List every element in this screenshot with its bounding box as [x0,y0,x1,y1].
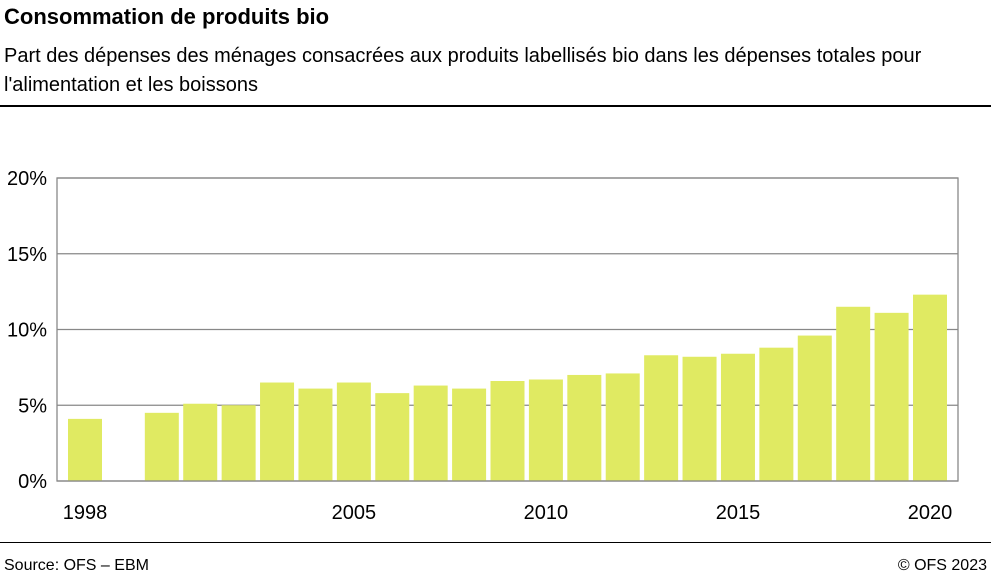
bar-2010 [528,379,563,481]
bar-2005 [336,382,371,481]
bar-2003 [260,382,295,481]
bar-2002 [221,405,256,481]
y-tick-label: 20% [7,168,47,190]
bar-1998 [68,418,102,481]
x-tick-label: 2015 [716,502,761,524]
bar-2018 [836,306,871,481]
chart-subtitle: Part des dépenses des ménages consacrées… [4,45,922,96]
source-note: Source: OFS – EBM [4,557,149,574]
y-tick-label: 15% [7,244,47,266]
bar-2019 [874,312,909,481]
header-divider [0,105,991,107]
chart-title: Consommation de produits bio [4,4,330,29]
copyright-note: © OFS 2023 [897,557,987,574]
plot-frame [56,177,959,482]
bar-2012 [605,373,640,481]
y-tick-label: 5% [18,395,47,417]
x-tick-label: 2005 [332,502,377,524]
bar-2001 [183,403,218,481]
bar-2017 [797,335,832,481]
x-tick-label: 2010 [524,502,569,524]
bar-2009 [490,381,525,481]
bar-2006 [375,393,410,481]
bar-2020 [913,294,947,481]
bar-2015 [720,353,755,481]
bar-2007 [413,385,448,481]
x-tick-label: 1998 [63,502,108,524]
footer-divider [0,542,991,543]
bar-2011 [567,374,602,481]
x-tick-label: 2020 [908,502,953,524]
bar-2004 [298,388,333,481]
y-tick-label: 0% [18,471,47,493]
y-tick-label: 10% [7,320,47,342]
bar-2016 [759,347,794,481]
bar-2008 [452,388,487,481]
bar-2013 [644,355,679,481]
bar-2000 [144,412,179,481]
bar-2014 [682,356,717,481]
